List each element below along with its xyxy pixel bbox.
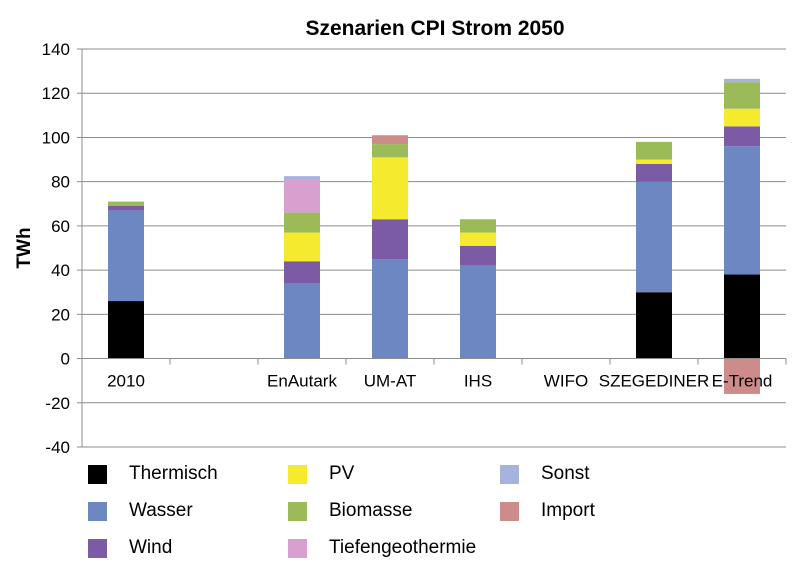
legend-swatch xyxy=(88,464,107,484)
x-tick-label: WIFO xyxy=(544,372,588,391)
legend-item-wind: Wind xyxy=(88,536,172,560)
legend-swatch xyxy=(88,501,107,521)
y-axis-label: TWh xyxy=(14,227,35,268)
legend: Thermisch Wasser Wind PV Biomasse Tiefengeoth… xyxy=(88,462,788,572)
bar-segment-tiefengeothermie xyxy=(284,179,320,213)
bar-segment-biomasse xyxy=(108,201,144,206)
legend-label: Tiefengeothermie xyxy=(329,537,477,558)
bar-segment-thermisch xyxy=(636,292,672,359)
bar-segment-wind xyxy=(108,205,144,211)
bar-segment-pv xyxy=(460,232,496,246)
bar-segment-wasser xyxy=(372,259,408,359)
x-tick-label: EnAutark xyxy=(267,372,337,391)
legend-swatch xyxy=(88,538,107,558)
legend-item-thermisch: Thermisch xyxy=(88,462,218,486)
bar-segment-sonst xyxy=(724,78,760,83)
bar-segment-import xyxy=(372,135,408,145)
bar-segment-pv xyxy=(284,232,320,262)
legend-item-import: Import xyxy=(500,499,595,523)
legend-item-wasser: Wasser xyxy=(88,499,193,523)
bar-segment-biomasse xyxy=(460,219,496,233)
bar-segment-wind xyxy=(636,163,672,182)
bar-segment-pv xyxy=(372,157,408,220)
legend-item-biomasse: Biomasse xyxy=(288,499,412,523)
y-tick-label: 80 xyxy=(51,173,70,192)
legend-label: Import xyxy=(541,500,595,521)
bar-segment-wasser xyxy=(284,283,320,359)
bar-segment-wasser xyxy=(636,181,672,293)
y-tick-label: 140 xyxy=(42,40,70,59)
legend-swatch xyxy=(500,464,519,484)
y-tick-label: -20 xyxy=(45,394,70,413)
bar-segment-wind xyxy=(724,126,760,147)
chart-title: Szenarien CPI Strom 2050 xyxy=(305,17,565,40)
bar-segment-wind xyxy=(460,245,496,266)
y-tick-label: 60 xyxy=(51,217,70,236)
x-tick-label: IHS xyxy=(464,372,492,391)
x-tick-label: E-Trend xyxy=(712,372,773,391)
legend-swatch xyxy=(288,464,307,484)
bar-segment-thermisch xyxy=(724,274,760,359)
bar-segment-biomasse xyxy=(284,212,320,233)
y-tick-label: 40 xyxy=(51,261,70,280)
bar-segment-pv xyxy=(636,159,672,164)
bar-segment-wind xyxy=(372,219,408,260)
x-tick-label: 2010 xyxy=(107,372,145,391)
legend-label: Sonst xyxy=(541,463,590,484)
x-tick-label: UM-AT xyxy=(364,372,417,391)
bar-segment-biomasse xyxy=(724,82,760,109)
bar-segment-wasser xyxy=(460,265,496,359)
y-tick-label: 0 xyxy=(61,350,70,369)
legend-label: Wasser xyxy=(129,500,193,521)
legend-item-pv: PV xyxy=(288,462,354,486)
x-tick-label: SZEGEDINER xyxy=(599,372,710,391)
y-tick-label: 120 xyxy=(42,84,70,103)
legend-item-sonst: Sonst xyxy=(500,462,590,486)
y-tick-label: -40 xyxy=(45,438,70,457)
legend-swatch xyxy=(288,538,307,558)
legend-label: Biomasse xyxy=(329,500,413,521)
legend-item-tiefengeothermie: Tiefengeothermie xyxy=(288,536,476,560)
bar-segment-wind xyxy=(284,261,320,284)
bar-segment-wasser xyxy=(108,210,144,302)
y-tick-label: 100 xyxy=(42,128,70,147)
plot-area: -40 -20 0 20 40 60 80 100 120 140 TWh 2010 EnAutark U… xyxy=(14,40,787,457)
legend-swatch xyxy=(288,501,307,521)
legend-label: Wind xyxy=(129,537,173,558)
legend-swatch xyxy=(500,501,519,521)
bar-segment-sonst xyxy=(284,176,320,180)
y-tick-label: 20 xyxy=(51,305,70,324)
bar-segment-pv xyxy=(724,108,760,127)
bar-segment-thermisch xyxy=(108,301,144,359)
legend-label: PV xyxy=(329,463,355,484)
bar-segment-import xyxy=(724,358,760,394)
bar-segment-biomasse xyxy=(372,144,408,158)
legend-label: Thermisch xyxy=(129,463,218,484)
bar-segment-wasser xyxy=(724,146,760,275)
bar-segment-biomasse xyxy=(636,141,672,160)
